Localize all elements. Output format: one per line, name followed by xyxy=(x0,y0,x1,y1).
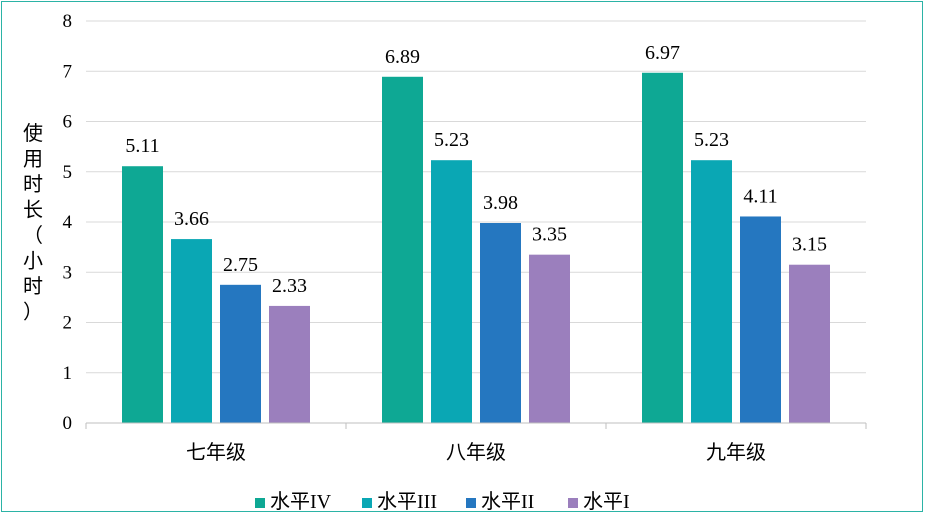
x-axis: 七年级 八年级 九年级 xyxy=(85,422,867,464)
y-axis-title: 使用时长（小时） xyxy=(23,122,43,324)
bar xyxy=(122,166,163,423)
bar xyxy=(480,223,521,423)
bar xyxy=(691,160,732,423)
bar xyxy=(220,284,261,423)
y-axis-ticks: 0 1 2 3 4 5 6 7 8 xyxy=(63,11,73,434)
x-tick-label: 九年级 xyxy=(706,441,766,464)
legend-swatch xyxy=(568,498,578,508)
y-axis-label: 使用时长（小时） xyxy=(23,122,43,324)
legend-swatch xyxy=(255,498,265,508)
legend-swatch xyxy=(466,498,476,508)
y-tick-label: 1 xyxy=(63,363,73,384)
legend-label: 水平IV xyxy=(270,490,332,513)
data-label: 3.35 xyxy=(532,224,567,246)
x-tick-label: 八年级 xyxy=(446,441,506,464)
legend-label: 水平III xyxy=(377,490,437,513)
y-tick-label: 0 xyxy=(63,413,73,434)
data-label: 6.89 xyxy=(385,46,420,68)
y-tick-label: 4 xyxy=(63,212,73,233)
data-label: 2.75 xyxy=(223,254,258,276)
bars xyxy=(122,72,830,423)
bar xyxy=(740,216,781,423)
data-label: 4.11 xyxy=(743,185,777,207)
bar xyxy=(642,72,683,423)
y-tick-label: 3 xyxy=(63,262,73,283)
x-tick-label: 七年级 xyxy=(186,441,246,464)
legend-label: 水平I xyxy=(583,490,630,513)
y-tick-label: 6 xyxy=(63,112,73,133)
y-tick-label: 5 xyxy=(63,162,73,183)
data-label: 3.15 xyxy=(792,234,827,256)
data-label: 5.23 xyxy=(434,129,469,151)
data-label: 3.66 xyxy=(174,208,209,230)
legend-swatch xyxy=(362,498,372,508)
y-tick-label: 7 xyxy=(63,61,73,82)
data-label: 5.11 xyxy=(125,135,159,157)
bar xyxy=(171,239,212,423)
data-label: 6.97 xyxy=(645,42,680,64)
data-label: 5.23 xyxy=(694,129,729,151)
bar xyxy=(529,254,570,423)
y-tick-label: 8 xyxy=(63,11,73,32)
bar xyxy=(789,264,830,423)
data-label: 2.33 xyxy=(272,275,307,297)
data-label: 3.98 xyxy=(483,192,518,214)
bar xyxy=(431,160,472,423)
legend: 水平IV 水平III 水平II 水平I xyxy=(255,490,630,513)
legend-label: 水平II xyxy=(481,490,534,513)
bar xyxy=(269,305,310,423)
y-tick-label: 2 xyxy=(63,313,73,334)
data-labels: 5.11 3.66 2.75 2.33 6.89 5.23 3.98 3.35 6.97 5.23… xyxy=(125,42,827,297)
bar xyxy=(382,76,423,423)
